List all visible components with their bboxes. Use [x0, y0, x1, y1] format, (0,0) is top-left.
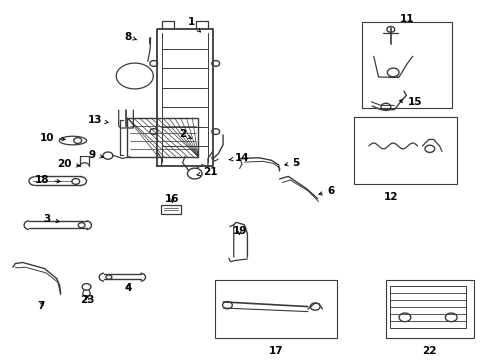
- Text: 19: 19: [232, 226, 246, 236]
- Text: 23: 23: [80, 295, 95, 305]
- Text: 8: 8: [124, 32, 137, 41]
- Text: 20: 20: [57, 159, 80, 169]
- Text: 17: 17: [268, 346, 283, 356]
- Bar: [353, 117, 456, 184]
- Text: 18: 18: [35, 175, 60, 185]
- Text: 10: 10: [40, 133, 65, 143]
- Text: 16: 16: [165, 194, 179, 204]
- Bar: [160, 206, 181, 214]
- Bar: [361, 22, 451, 108]
- Text: 5: 5: [284, 158, 299, 168]
- Text: 9: 9: [88, 150, 103, 160]
- Text: 3: 3: [43, 215, 59, 224]
- Text: 2: 2: [179, 129, 191, 139]
- Text: 1: 1: [187, 17, 200, 32]
- Bar: [215, 280, 336, 338]
- Text: 13: 13: [87, 115, 108, 125]
- Bar: [389, 286, 465, 328]
- Text: 15: 15: [399, 97, 422, 107]
- Text: 12: 12: [383, 192, 397, 202]
- Bar: [385, 280, 473, 338]
- Text: 7: 7: [37, 301, 44, 311]
- Text: 11: 11: [399, 14, 413, 24]
- Text: 14: 14: [229, 153, 249, 163]
- Text: 21: 21: [197, 167, 217, 177]
- Text: 6: 6: [318, 186, 334, 197]
- Text: 22: 22: [422, 346, 436, 356]
- Text: 4: 4: [124, 283, 132, 293]
